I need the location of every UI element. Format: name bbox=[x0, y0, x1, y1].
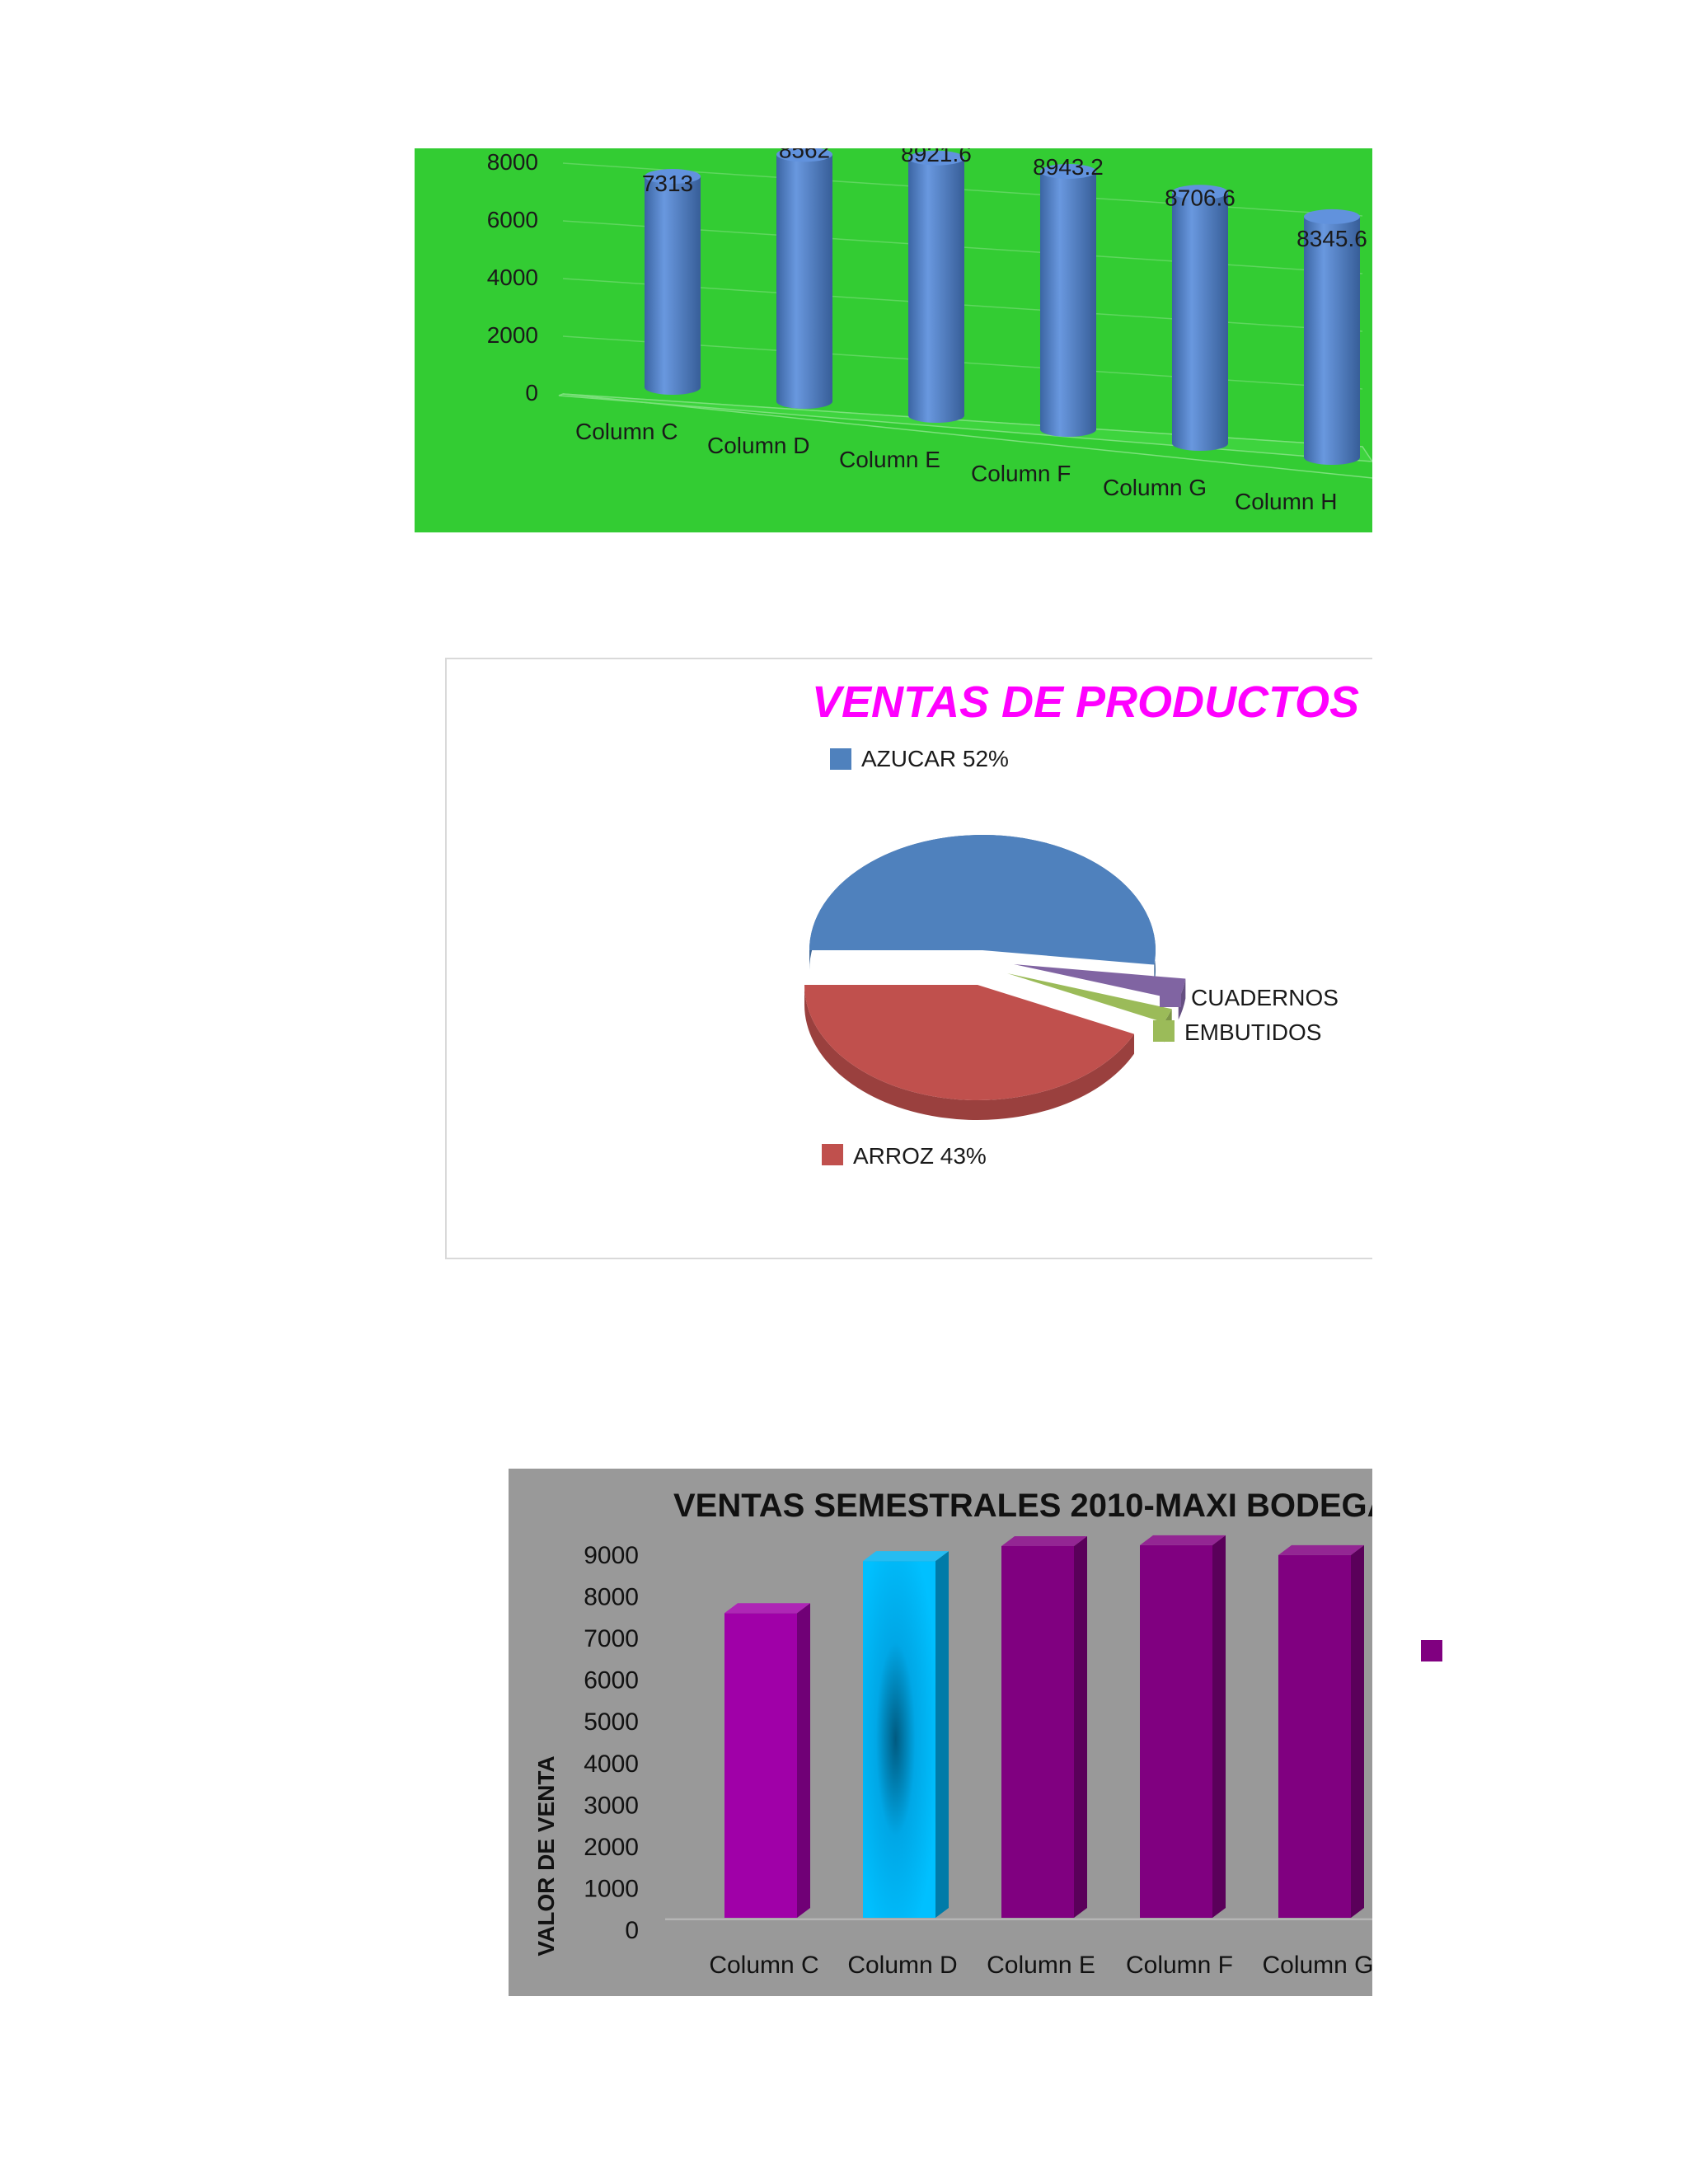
pie-slice-top bbox=[809, 835, 1156, 965]
bar-side bbox=[1212, 1535, 1226, 1918]
y-tick-label: 2000 bbox=[487, 322, 538, 348]
x-tick-label: Column D bbox=[847, 1952, 957, 1979]
pie-slice-top bbox=[1014, 964, 1186, 1001]
x-tick-label: Column G bbox=[1262, 1952, 1372, 1979]
y-tick-label: 3000 bbox=[584, 1792, 639, 1819]
column-bar-chart-svg: VENTAS SEMESTRALES 2010-MAXI BODEGA VALOR… bbox=[533, 1488, 1372, 1979]
bar bbox=[724, 1603, 810, 1918]
chart-title: VENTAS SEMESTRALES 2010-MAXI BODEGA bbox=[673, 1488, 1372, 1524]
x-tick-label: Column H bbox=[1235, 489, 1337, 514]
x-tick-label: Column F bbox=[1126, 1952, 1233, 1979]
bar-body bbox=[1040, 171, 1096, 437]
bar-body bbox=[776, 154, 832, 409]
y-tick-label: 9000 bbox=[584, 1542, 639, 1569]
pie-slice-top bbox=[1007, 973, 1172, 1023]
legend-swatch bbox=[822, 1144, 843, 1165]
bar-top bbox=[1304, 209, 1360, 224]
floor bbox=[558, 393, 1372, 462]
bar bbox=[776, 148, 832, 409]
bar-side bbox=[1351, 1544, 1364, 1918]
bar-top bbox=[645, 169, 701, 185]
x-tick-label: Column C bbox=[709, 1952, 818, 1979]
data-label: 8943.2 bbox=[1033, 154, 1104, 180]
data-label: 7313 bbox=[642, 171, 693, 196]
bar-side bbox=[1074, 1535, 1087, 1918]
y-tick-label: 8000 bbox=[584, 1584, 639, 1611]
bar-front bbox=[863, 1561, 935, 1918]
bar bbox=[1140, 1535, 1226, 1918]
bar-top bbox=[1040, 163, 1096, 179]
pie-chart-svg: VENTAS DE PRODUCTOS AZUCAR 52% CUADERNOS EM… bbox=[804, 677, 1359, 1169]
bar bbox=[863, 1551, 949, 1918]
legend-swatch bbox=[1153, 1020, 1175, 1042]
bar-top bbox=[1172, 185, 1228, 200]
y-tick-label: 1000 bbox=[584, 1875, 639, 1902]
legend-swatch bbox=[1421, 1640, 1442, 1661]
y-tick-label: 0 bbox=[525, 380, 538, 405]
bar-front bbox=[1278, 1554, 1351, 1918]
bar-side bbox=[797, 1603, 810, 1918]
bar-front bbox=[1001, 1545, 1074, 1918]
column-bar-chart: VENTAS SEMESTRALES 2010-MAXI BODEGA VALOR… bbox=[509, 1469, 1372, 1996]
data-label: 8706.6 bbox=[1165, 185, 1236, 210]
pie-slice bbox=[1014, 964, 1186, 1020]
y-tick-label: 8000 bbox=[487, 149, 538, 175]
bar bbox=[1304, 209, 1360, 465]
data-label: 8345.6 bbox=[1296, 226, 1367, 251]
cylinder-bar-chart-svg: 0 2000 4000 6000 8000 7313 Column C 8562 Column … bbox=[487, 148, 1372, 514]
bar-top bbox=[724, 1603, 810, 1614]
x-tick-label: Column G bbox=[1103, 475, 1207, 500]
legend-label: EMBUTIDOS bbox=[1184, 1019, 1321, 1045]
bar bbox=[1172, 185, 1228, 452]
bar-body bbox=[1172, 192, 1228, 452]
bar-body bbox=[645, 176, 701, 396]
y-tick-label: 6000 bbox=[487, 207, 538, 232]
x-tick-label: Column E bbox=[987, 1952, 1095, 1979]
y-tick-label: 5000 bbox=[584, 1708, 639, 1736]
floor-edge bbox=[562, 393, 1372, 479]
bar bbox=[908, 150, 964, 423]
y-axis-label: VALOR DE VENTA bbox=[533, 1755, 559, 1956]
x-tick-label: Column E bbox=[839, 447, 940, 472]
bar-front bbox=[724, 1613, 797, 1918]
pie-chart: VENTAS DE PRODUCTOS AZUCAR 52% CUADERNOS EM… bbox=[445, 658, 1372, 1259]
legend-label: AZUCAR 52% bbox=[861, 746, 1009, 771]
bar-top bbox=[908, 150, 964, 166]
bar-top bbox=[776, 148, 832, 162]
legend-swatch bbox=[830, 748, 851, 770]
pie-slice-top bbox=[804, 985, 1135, 1100]
pie-slice bbox=[804, 985, 1135, 1120]
bar-top bbox=[1001, 1535, 1087, 1546]
bar bbox=[645, 169, 701, 396]
bar bbox=[1040, 163, 1096, 437]
y-tick-label: 0 bbox=[625, 1917, 639, 1944]
chart-title: VENTAS DE PRODUCTOS bbox=[812, 677, 1359, 727]
y-tick-label: 6000 bbox=[584, 1667, 639, 1694]
x-tick-label: Column D bbox=[707, 433, 809, 458]
bar-front bbox=[1140, 1544, 1212, 1918]
legend-label: ARROZ 43% bbox=[853, 1143, 987, 1169]
pie-slice-side bbox=[804, 985, 1135, 1120]
y-tick-label: 7000 bbox=[584, 1625, 639, 1652]
bar-top bbox=[1278, 1544, 1364, 1555]
x-tick-label: Column C bbox=[575, 419, 678, 444]
bar-top bbox=[863, 1551, 949, 1562]
x-tick-label: Column F bbox=[971, 461, 1071, 486]
legend-swatch bbox=[1160, 986, 1181, 1007]
bar-top bbox=[1140, 1535, 1226, 1545]
y-tick-label: 2000 bbox=[584, 1834, 639, 1861]
pie-slice-side bbox=[1178, 978, 1186, 1020]
y-tick-label: 4000 bbox=[487, 265, 538, 290]
data-label: 8921.6 bbox=[901, 148, 972, 166]
bar bbox=[1001, 1535, 1087, 1918]
bar-body bbox=[908, 157, 964, 423]
y-tick-label: 4000 bbox=[584, 1750, 639, 1778]
cylinder-bar-chart: 0 2000 4000 6000 8000 7313 Column C 8562 Column … bbox=[415, 148, 1372, 532]
pie-slice bbox=[809, 835, 1156, 985]
legend-label: CUADERNOS bbox=[1191, 985, 1339, 1010]
data-label: 8562 bbox=[779, 148, 830, 162]
bar bbox=[1278, 1544, 1364, 1918]
bar-side bbox=[935, 1551, 949, 1918]
bar-body bbox=[1304, 216, 1360, 465]
